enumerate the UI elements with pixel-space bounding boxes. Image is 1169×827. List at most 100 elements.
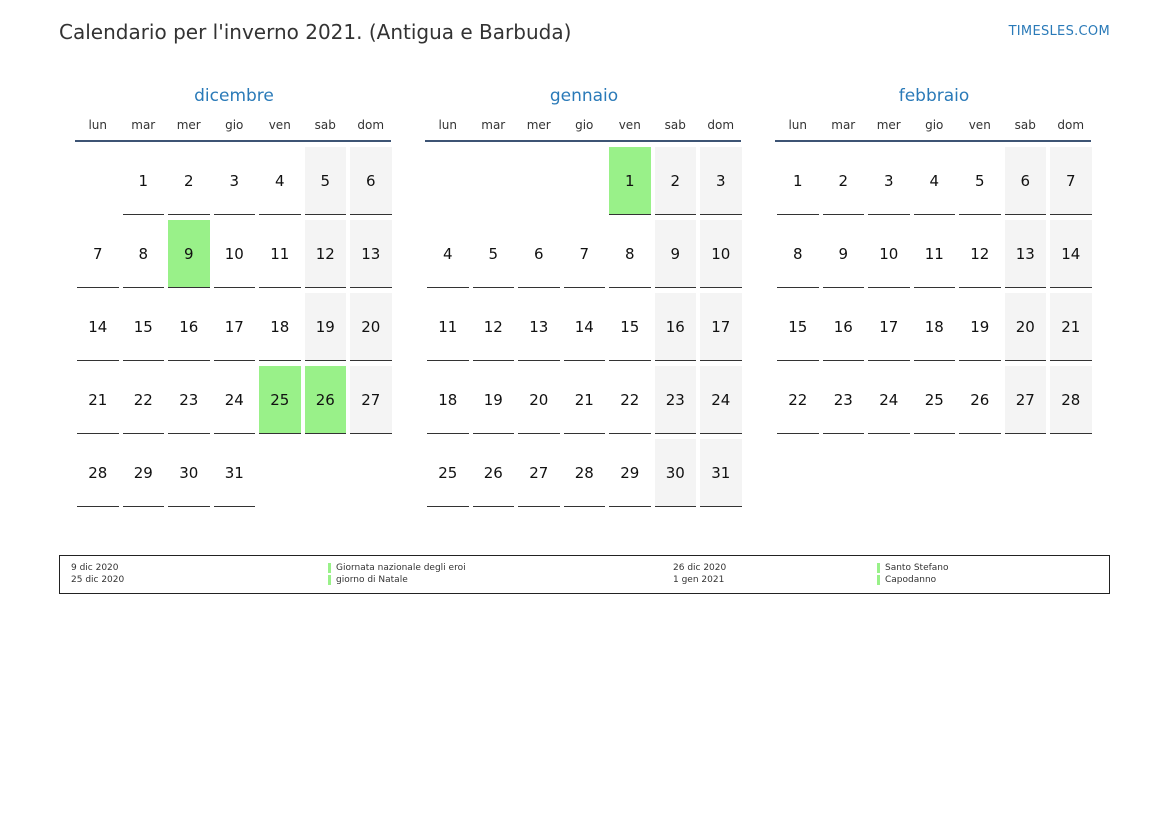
day-cell: 20 <box>1003 293 1049 366</box>
day-cell: 4 <box>912 147 958 220</box>
day-number: 2 <box>654 147 696 215</box>
day-number: 28 <box>77 439 119 507</box>
holiday-color-swatch <box>328 574 331 585</box>
day-number: 30 <box>168 439 210 507</box>
day-number <box>564 147 606 214</box>
day-cell: 19 <box>471 366 517 439</box>
day-number: 27 <box>1004 366 1046 434</box>
day-cell: 10 <box>698 220 744 293</box>
empty-day-cell <box>75 147 121 220</box>
day-cell: 17 <box>212 293 258 366</box>
legend-date: 25 dic 2020 <box>71 575 125 585</box>
day-number: 10 <box>868 220 910 288</box>
day-cell: 23 <box>166 366 212 439</box>
day-number: 21 <box>563 366 605 434</box>
weekday-label: lun <box>88 118 108 132</box>
day-number: 22 <box>122 366 164 434</box>
day-cell: 19 <box>303 293 349 366</box>
day-number: 27 <box>350 366 392 434</box>
day-number: 22 <box>777 366 819 434</box>
day-cell: 3 <box>698 147 744 220</box>
day-cell: 25 <box>912 366 958 439</box>
day-cell: 24 <box>212 366 258 439</box>
day-number: 8 <box>122 220 164 288</box>
day-number: 1 <box>777 147 819 215</box>
day-number <box>350 439 392 506</box>
day-number: 13 <box>350 220 392 288</box>
day-cell: 15 <box>121 293 167 366</box>
day-cell: 26 <box>957 366 1003 439</box>
day-cell: 15 <box>775 293 821 366</box>
day-number: 17 <box>213 293 255 361</box>
day-cell: 18 <box>425 366 471 439</box>
day-cell: 6 <box>1003 147 1049 220</box>
holiday-color-swatch <box>877 562 880 573</box>
day-number: 11 <box>259 220 301 288</box>
day-cell: 10 <box>212 220 258 293</box>
day-cell: 9 <box>166 220 212 293</box>
day-cell: 29 <box>121 439 167 512</box>
day-cell: 5 <box>471 220 517 293</box>
day-number: 12 <box>304 220 346 288</box>
day-cell: 12 <box>303 220 349 293</box>
weekday-label: ven <box>968 118 991 132</box>
day-cell: 28 <box>75 439 121 512</box>
days-grid: 1 2 3 4 5 6 7 8 9 10 11 12 13 14 15 16 17 18 19 20 21 22 23 24 2… <box>75 147 394 512</box>
site-link[interactable]: TIMESLES.COM <box>1008 24 1110 39</box>
day-number: 11 <box>427 293 469 361</box>
day-cell: 15 <box>607 293 653 366</box>
weekday-label: ven <box>268 118 291 132</box>
weekday-label: mer <box>876 118 901 132</box>
weekday-header: lun mar mer gio ven sab dom <box>775 110 1091 142</box>
day-number <box>77 147 119 214</box>
day-number: 6 <box>350 147 392 215</box>
day-cell: 12 <box>471 293 517 366</box>
day-number <box>427 147 469 214</box>
day-number: 10 <box>700 220 742 288</box>
day-number <box>473 147 515 214</box>
weekday-label: sab <box>314 118 336 132</box>
legend-date: 26 dic 2020 <box>673 563 727 573</box>
day-cell: 16 <box>821 293 867 366</box>
day-cell: 2 <box>166 147 212 220</box>
day-cell: 23 <box>821 366 867 439</box>
day-number: 3 <box>213 147 255 215</box>
weekday-label: gio <box>925 118 944 132</box>
weekday-label: mar <box>831 118 856 132</box>
day-cell: 13 <box>348 220 394 293</box>
day-number: 7 <box>77 220 119 288</box>
day-cell: 29 <box>607 439 653 512</box>
day-cell: 9 <box>653 220 699 293</box>
day-number: 1 <box>122 147 164 215</box>
day-number: 6 <box>1004 147 1046 215</box>
day-cell: 14 <box>1048 220 1094 293</box>
day-number: 29 <box>609 439 651 507</box>
day-number: 14 <box>1050 220 1092 288</box>
holiday-color-swatch <box>328 562 331 573</box>
day-number <box>518 147 560 214</box>
day-cell: 7 <box>75 220 121 293</box>
day-number: 21 <box>77 366 119 434</box>
day-cell: 27 <box>516 439 562 512</box>
day-number: 23 <box>654 366 696 434</box>
day-number: 26 <box>304 366 346 434</box>
day-number: 4 <box>913 147 955 215</box>
day-number: 28 <box>563 439 605 507</box>
day-number: 10 <box>213 220 255 288</box>
day-cell: 5 <box>957 147 1003 220</box>
day-number: 7 <box>1050 147 1092 215</box>
weekday-label: ven <box>618 118 641 132</box>
empty-day-cell <box>348 439 394 512</box>
day-cell: 22 <box>607 366 653 439</box>
day-number <box>305 439 347 506</box>
month-gennaio: gennaio lun mar mer gio ven sab dom 1 2 3 4 5 6 7 8 9 10 1… <box>425 82 744 512</box>
day-number: 25 <box>427 439 469 507</box>
legend-name: Santo Stefano <box>877 562 949 574</box>
day-number: 14 <box>563 293 605 361</box>
day-cell: 2 <box>653 147 699 220</box>
page-title: Calendario per l'inverno 2021. (Antigua … <box>59 20 572 44</box>
weekday-label: mar <box>481 118 506 132</box>
day-number: 2 <box>822 147 864 215</box>
day-number: 9 <box>168 220 210 288</box>
day-number: 4 <box>259 147 301 215</box>
